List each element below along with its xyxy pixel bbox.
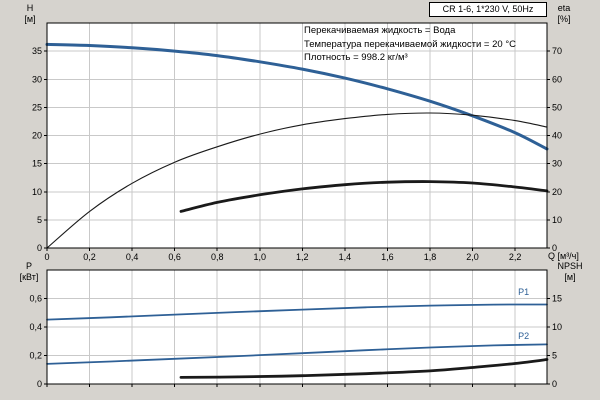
- y-right-tick-label: 20: [552, 187, 562, 197]
- liquid-annotations: Перекачиваемая жидкость = Вода Температу…: [304, 24, 516, 65]
- y-left-tick-label: 35: [32, 46, 42, 56]
- flow-axis-unit: Q [м³/ч]: [548, 251, 579, 261]
- y-left-tick-label: 30: [32, 74, 42, 84]
- y-right-tick-label: 40: [552, 131, 562, 141]
- series-P1-curve: [46, 303, 548, 321]
- x-tick-label: 1,8: [424, 252, 437, 262]
- y-right-tick-label: 0: [552, 243, 557, 253]
- y-left-tick-label: 0: [37, 379, 42, 389]
- y-left-tick-label: 25: [32, 102, 42, 112]
- y-left-tick-label: 15: [32, 159, 42, 169]
- y-right-tick-label: 5: [552, 351, 557, 361]
- x-tick-label: 0,4: [126, 252, 139, 262]
- annotation-temperature: Температура перекачиваемой жидкости = 20…: [304, 38, 516, 50]
- x-tick-label: 0: [44, 252, 49, 262]
- x-tick-label: 1,4: [339, 252, 352, 262]
- y-left-tick-label: 0,4: [29, 322, 42, 332]
- power-axis-unit: [кВт]: [19, 272, 39, 282]
- eta-axis-unit: [%]: [557, 14, 571, 24]
- series-NPSH-curve: [179, 358, 549, 379]
- series-label-P1: P1: [518, 287, 529, 297]
- x-tick-label: 1,2: [296, 252, 309, 262]
- x-tick-label: 1,0: [254, 252, 267, 262]
- x-tick-label: 2,0: [466, 252, 479, 262]
- annotation-density: Плотность = 998.2 кг/м³: [304, 52, 408, 63]
- series-eta-pump-motor-curve: [179, 180, 549, 213]
- y-left-tick-label: 0: [37, 243, 42, 253]
- annotation-liquid: Перекачиваемая жидкость = Вода: [304, 25, 456, 36]
- y-right-tick-label: 10: [552, 322, 562, 332]
- x-tick-label: 0,6: [168, 252, 181, 262]
- y-right-tick-label: 60: [552, 74, 562, 84]
- x-tick-label: 1,6: [381, 252, 394, 262]
- y-left-tick-label: 0,2: [29, 351, 42, 361]
- x-tick-label: 0,8: [211, 252, 224, 262]
- eta-axis-symbol: eta: [557, 3, 571, 13]
- y-right-tick-label: 15: [552, 294, 562, 304]
- y-right-tick-label: 0: [552, 379, 557, 389]
- y-left-tick-label: 5: [37, 215, 42, 225]
- y-left-tick-label: 10: [32, 187, 42, 197]
- pump-model-title: CR 1-6, 1*230 V, 50Hz: [429, 2, 547, 17]
- series-eta-pump-curve: [46, 112, 548, 249]
- series-label-P2: P2: [518, 331, 529, 341]
- x-tick-label: 2,2: [509, 252, 522, 262]
- power-axis-header: P [кВт]: [12, 261, 46, 283]
- y-right-tick-label: 50: [552, 102, 562, 112]
- y-right-tick-label: 10: [552, 215, 562, 225]
- head-axis-header: H [м]: [16, 3, 44, 25]
- y-left-tick-label: 20: [32, 131, 42, 141]
- head-axis-unit: [м]: [24, 14, 36, 24]
- head-axis-symbol: H: [26, 3, 34, 13]
- power-axis-symbol: P: [25, 261, 32, 271]
- y-left-tick-label: 0,6: [29, 294, 42, 304]
- npsh-axis-symbol: NPSH: [557, 261, 583, 271]
- y-right-tick-label: 70: [552, 46, 562, 56]
- series-P2-curve: [46, 343, 548, 365]
- y-right-tick-label: 30: [552, 159, 562, 169]
- eta-axis-header: eta [%]: [547, 3, 581, 25]
- npsh-axis-unit: [м]: [564, 272, 576, 282]
- series-H-curve-curve: [45, 42, 549, 151]
- x-tick-label: 0,2: [83, 252, 96, 262]
- npsh-axis-header: NPSH [м]: [549, 261, 591, 283]
